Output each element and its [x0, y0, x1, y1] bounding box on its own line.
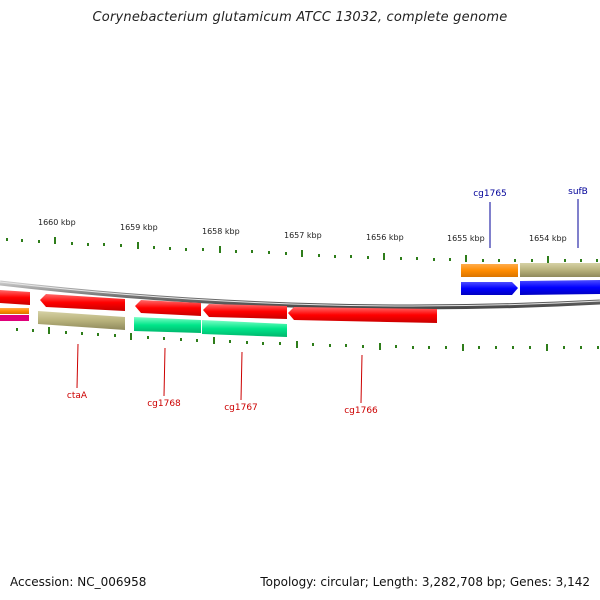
gene-left-orange-fragment[interactable] — [0, 308, 29, 314]
leader-cg1767 — [240, 351, 243, 401]
genome-backbone-highlight — [0, 281, 600, 307]
gene-blue-forward-arrow-2[interactable] — [520, 280, 600, 295]
gene-left-magenta-fragment[interactable] — [0, 315, 29, 321]
axis-label-1659: 1659 kbp — [120, 223, 158, 232]
gene-cg1766-arrow[interactable] — [288, 307, 437, 323]
gene-ctaA-upstream-red[interactable] — [40, 294, 125, 311]
forward-strand-track — [461, 263, 600, 295]
leader-ctaA — [76, 343, 79, 389]
gene-ctaA-arrow[interactable] — [38, 311, 125, 330]
gene-label-cg1766[interactable]: cg1766 — [344, 406, 378, 416]
gene-red-3[interactable] — [203, 304, 287, 319]
axis-label-1658: 1658 kbp — [202, 227, 240, 236]
gene-blue-forward-arrow[interactable] — [461, 282, 518, 295]
gene-left-red-fragment[interactable] — [0, 290, 30, 305]
leader-cg1768 — [163, 347, 166, 397]
gene-sufB-arrow[interactable] — [520, 263, 600, 277]
topology-summary: Topology: circular; Length: 3,282,708 bp… — [260, 575, 590, 589]
lower-tick-row — [16, 327, 599, 351]
gene-red-2[interactable] — [135, 300, 201, 316]
gene-cg1768-arrow[interactable] — [134, 317, 201, 333]
gene-cg1767-arrow[interactable] — [202, 320, 287, 337]
leader-cg1766 — [360, 354, 363, 404]
reverse-strand-track — [0, 290, 437, 323]
map-title: Corynebacterium glutamicum ATCC 13032, c… — [92, 10, 508, 25]
gene-cg1765-arrow[interactable] — [461, 264, 518, 277]
accession-text: Accession: NC_006958 — [10, 575, 147, 589]
axis-label-1655: 1655 kbp — [447, 234, 485, 243]
gene-label-sufB[interactable]: sufB — [568, 187, 588, 197]
axis-label-1657: 1657 kbp — [284, 231, 322, 240]
genome-backbone — [0, 280, 600, 310]
gene-label-ctaA[interactable]: ctaA — [67, 391, 88, 401]
upper-tick-row — [6, 237, 598, 263]
gene-label-cg1765[interactable]: cg1765 — [473, 189, 507, 199]
lower-track — [0, 308, 287, 337]
axis-label-1654: 1654 kbp — [529, 234, 567, 243]
axis-label-1660: 1660 kbp — [38, 218, 76, 227]
axis-label-1656: 1656 kbp — [366, 233, 404, 242]
gene-label-cg1767[interactable]: cg1767 — [224, 403, 258, 413]
gene-label-cg1768[interactable]: cg1768 — [147, 399, 181, 409]
